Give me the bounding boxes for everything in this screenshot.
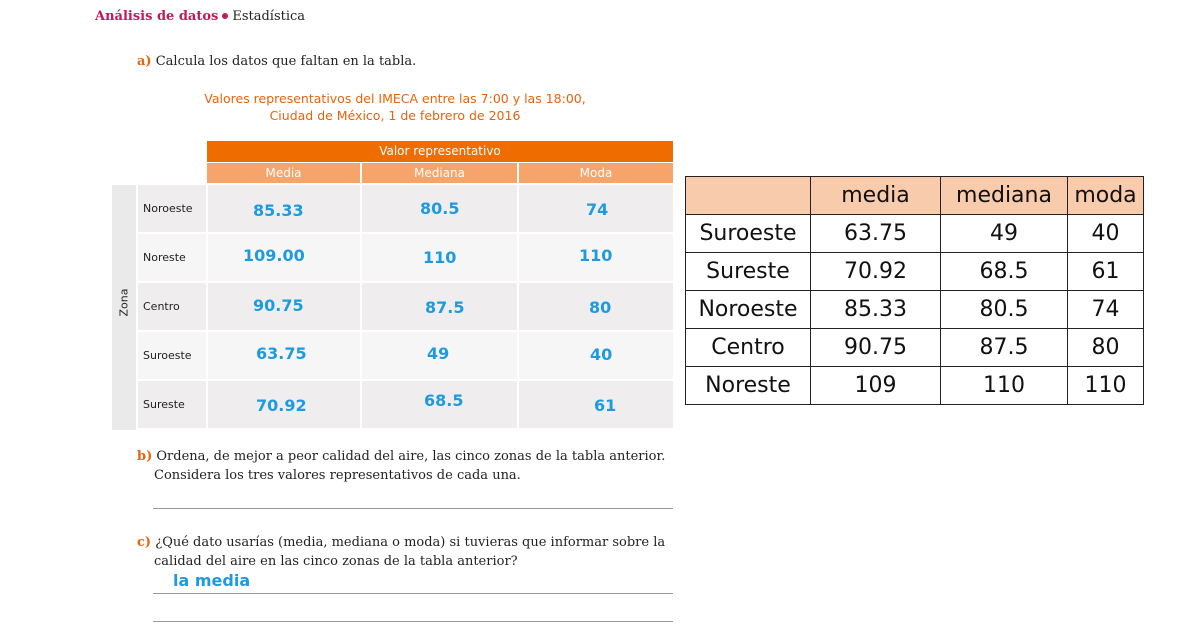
zone-name: Centro	[143, 300, 180, 313]
summary-row: Suroeste 63.75 49 40	[685, 214, 1144, 253]
bullet-dot-icon	[222, 13, 229, 19]
column-divider	[360, 234, 362, 281]
zone-name: Suroeste	[143, 349, 192, 362]
zone-name: Noroeste	[143, 202, 193, 215]
summary-zone-cell: Suroeste	[685, 214, 811, 253]
handwritten-moda: 110	[579, 246, 613, 265]
summary-row: Centro 90.75 87.5 80	[685, 328, 1144, 367]
summary-row: Noroeste 85.33 80.5 74	[685, 290, 1144, 329]
handwritten-moda: 61	[594, 396, 617, 415]
handwritten-media: 90.75	[253, 296, 304, 315]
summary-header-cell: moda	[1067, 176, 1144, 215]
handwritten-mediana: 110	[423, 248, 457, 267]
column-divider	[206, 283, 208, 330]
row-group-box	[112, 185, 136, 430]
column-divider	[206, 332, 208, 379]
column-divider	[206, 185, 208, 232]
table-row: Sureste	[138, 381, 673, 428]
question-c: c) ¿Qué dato usarías (media, mediana o m…	[137, 533, 682, 571]
handwritten-mediana: 49	[427, 344, 450, 363]
question-a: a) Calcula los datos que faltan en la ta…	[137, 52, 416, 71]
column-divider	[517, 185, 519, 232]
summary-cell: 74	[1067, 290, 1144, 329]
column-divider	[206, 381, 208, 428]
answer-line	[153, 621, 673, 622]
question-text-line1: ¿Qué dato usarías (media, mediana o moda…	[155, 535, 666, 550]
column-divider	[360, 185, 362, 232]
summary-cell: 49	[940, 214, 1068, 253]
subsection-title: Estadística	[232, 9, 306, 24]
answer-line	[153, 593, 673, 594]
zone-name: Noreste	[143, 251, 186, 264]
summary-header-cell	[685, 176, 811, 215]
section-title: Análisis de datos	[95, 9, 219, 24]
handwritten-media: 109.00	[243, 246, 305, 265]
table-title: Valores representativos del IMECA entre …	[185, 90, 605, 124]
table-title-line1: Valores representativos del IMECA entre …	[204, 91, 586, 106]
column-divider	[360, 381, 362, 428]
page-header: Análisis de datos Estadística	[95, 9, 305, 24]
summary-cell: 80	[1067, 328, 1144, 367]
summary-cell: 109	[810, 366, 941, 405]
question-b: b) Ordena, de mejor a peor calidad del a…	[137, 447, 682, 485]
summary-cell: 70.92	[810, 252, 941, 291]
question-letter: c)	[137, 535, 152, 550]
summary-table: media mediana moda Suroeste 63.75 49 40 …	[685, 176, 1144, 405]
summary-zone-cell: Noreste	[685, 366, 811, 405]
handwritten-media: 70.92	[256, 396, 307, 415]
row-group-label: Zona	[117, 288, 131, 317]
group-header: Valor representativo	[207, 141, 673, 162]
column-divider	[517, 234, 519, 281]
question-text-line2: calidad del aire en las cinco zonas de l…	[154, 554, 518, 569]
summary-cell: 40	[1067, 214, 1144, 253]
summary-row: Noreste 109 110 110	[685, 366, 1144, 405]
summary-cell: 87.5	[940, 328, 1068, 367]
column-header-mediana: Mediana	[362, 163, 517, 183]
summary-cell: 61	[1067, 252, 1144, 291]
handwritten-mediana: 68.5	[424, 391, 464, 410]
summary-cell: 110	[1067, 366, 1144, 405]
table-title-line2: Ciudad de México, 1 de febrero de 2016	[269, 108, 521, 123]
summary-zone-cell: Noroeste	[685, 290, 811, 329]
handwritten-media: 63.75	[256, 344, 307, 363]
question-text-line1: Ordena, de mejor a peor calidad del aire…	[156, 449, 666, 464]
handwritten-moda: 40	[590, 345, 613, 364]
summary-cell: 90.75	[810, 328, 941, 367]
summary-cell: 110	[940, 366, 1068, 405]
answer-line	[153, 508, 673, 509]
column-header-moda: Moda	[519, 163, 673, 183]
column-divider	[360, 283, 362, 330]
column-divider	[517, 332, 519, 379]
handwritten-mediana: 87.5	[425, 298, 465, 317]
zone-name: Sureste	[143, 398, 185, 411]
table-row: Noroeste	[138, 185, 673, 232]
summary-zone-cell: Sureste	[685, 252, 811, 291]
column-divider	[517, 381, 519, 428]
summary-cell: 85.33	[810, 290, 941, 329]
handwritten-answer: la media	[173, 571, 251, 590]
table-row: Centro	[138, 283, 673, 330]
summary-header-cell: media	[810, 176, 941, 215]
column-divider	[360, 332, 362, 379]
handwritten-moda: 80	[589, 298, 612, 317]
summary-header-row: media mediana moda	[685, 176, 1144, 215]
question-letter: a)	[137, 54, 152, 69]
column-header-media: Media	[207, 163, 360, 183]
handwritten-moda: 74	[586, 200, 609, 219]
summary-cell: 68.5	[940, 252, 1068, 291]
handwritten-media: 85.33	[253, 201, 304, 220]
table-row: Noreste	[138, 234, 673, 281]
handwritten-mediana: 80.5	[420, 199, 460, 218]
question-text-line2: Considera los tres valores representativ…	[154, 468, 521, 483]
summary-cell: 63.75	[810, 214, 941, 253]
question-text: Calcula los datos que faltan en la tabla…	[155, 54, 417, 69]
summary-zone-cell: Centro	[685, 328, 811, 367]
table-row: Suroeste	[138, 332, 673, 379]
summary-header-cell: mediana	[940, 176, 1068, 215]
summary-cell: 80.5	[940, 290, 1068, 329]
column-divider	[517, 283, 519, 330]
column-divider	[206, 234, 208, 281]
question-letter: b)	[137, 449, 153, 464]
summary-row: Sureste 70.92 68.5 61	[685, 252, 1144, 291]
